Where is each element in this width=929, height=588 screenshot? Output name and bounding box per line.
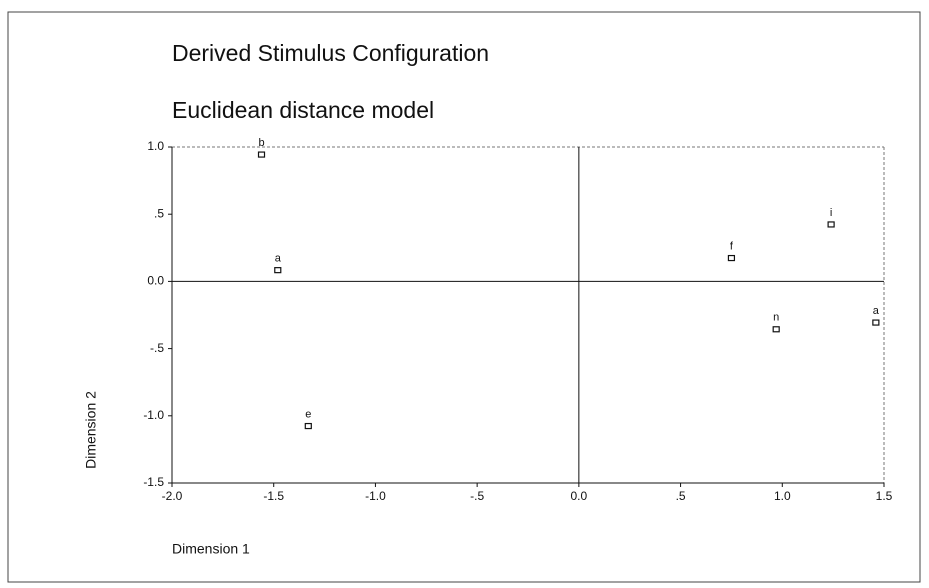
x-tick-label: -2.0 bbox=[162, 489, 183, 503]
frame bbox=[7, 11, 921, 583]
x-tick-label: .5 bbox=[676, 489, 686, 503]
point bbox=[274, 267, 282, 274]
point-label: b bbox=[258, 137, 264, 149]
point-label: f bbox=[730, 240, 734, 252]
x-tick-label: 1.0 bbox=[774, 489, 791, 503]
y-tick-label: 1.0 bbox=[147, 139, 164, 153]
point bbox=[257, 151, 266, 158]
y-tick-label: -1.5 bbox=[143, 475, 164, 489]
y-tick-label: 0.0 bbox=[147, 274, 164, 288]
x-tick-label: -1.0 bbox=[365, 489, 386, 503]
y-tick-label: -.5 bbox=[150, 341, 164, 355]
point-label: a bbox=[275, 253, 282, 265]
point-label: e bbox=[305, 408, 311, 420]
point bbox=[872, 319, 880, 326]
point-label: i bbox=[830, 207, 832, 219]
y-axis-label: Dimension 2 bbox=[83, 391, 99, 469]
point bbox=[304, 422, 312, 430]
chart-subtitle: Euclidean distance model bbox=[172, 97, 434, 123]
x-tick-label: 1.5 bbox=[876, 489, 893, 503]
point bbox=[772, 326, 780, 333]
point bbox=[727, 254, 736, 262]
x-tick-label: -1.5 bbox=[263, 489, 284, 503]
x-tick-label: -.5 bbox=[470, 489, 484, 503]
x-tick-label: 0.0 bbox=[571, 489, 588, 503]
point-label: n bbox=[773, 312, 779, 324]
point-label: a bbox=[873, 305, 880, 317]
y-tick-label: .5 bbox=[154, 206, 164, 220]
x-axis-label: Dimension 1 bbox=[172, 541, 250, 557]
chart-title: Derived Stimulus Configuration bbox=[172, 40, 489, 66]
point bbox=[827, 221, 835, 228]
y-tick-label: -1.0 bbox=[143, 408, 164, 422]
